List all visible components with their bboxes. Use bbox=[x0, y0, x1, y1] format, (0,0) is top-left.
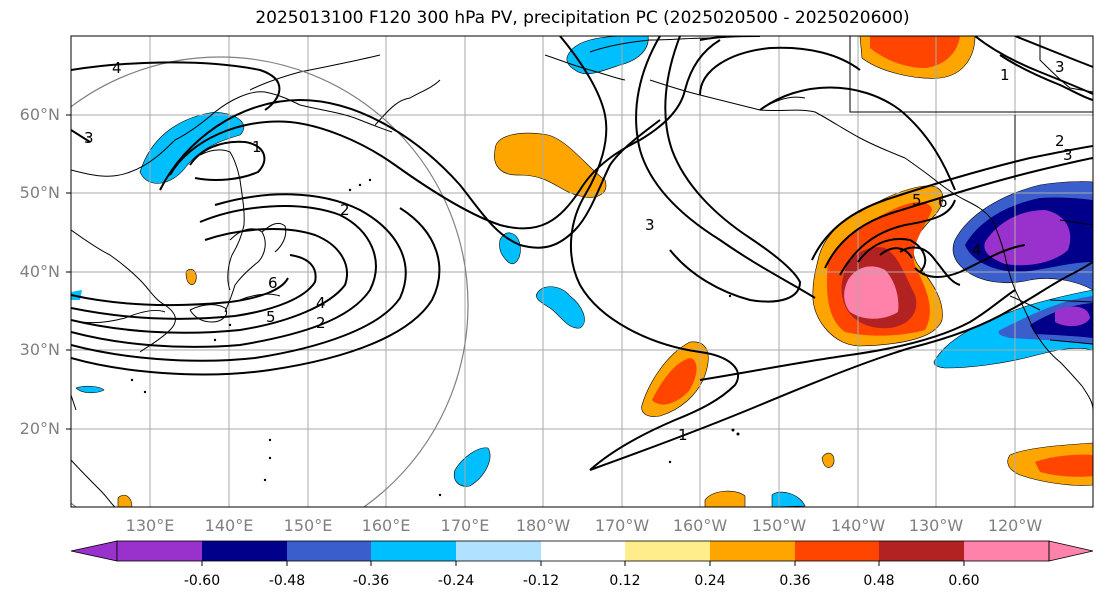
contour-label: 3 bbox=[1063, 146, 1073, 164]
colorbar-extend-high bbox=[1048, 540, 1094, 562]
colorbar-swatch bbox=[795, 541, 879, 561]
contour-label: 1 bbox=[1000, 66, 1010, 84]
contour-label: 5 bbox=[912, 191, 922, 209]
colorbar-swatch bbox=[964, 541, 1049, 561]
positive-anomaly-region bbox=[821, 452, 835, 468]
lat-label-60n: 60°N bbox=[19, 105, 60, 124]
contour-label: 4 bbox=[316, 294, 326, 312]
lon-label: 140°E bbox=[204, 516, 254, 535]
colorbar-swatch bbox=[202, 541, 287, 561]
colorbar-tick-label: 0.48 bbox=[863, 573, 895, 589]
colorbar-extend-low bbox=[70, 540, 118, 562]
colorbar-tick-label: -0.12 bbox=[522, 573, 560, 589]
lon-label: 170°E bbox=[440, 516, 490, 535]
colorbar-swatch bbox=[117, 541, 202, 561]
gridlines bbox=[71, 36, 1093, 507]
colorbar-tick-label: -0.60 bbox=[183, 573, 221, 589]
colorbar-swatch bbox=[371, 541, 456, 561]
contour-label: 3 bbox=[84, 129, 94, 147]
contour-label: 6 bbox=[268, 274, 278, 292]
contour-label: 4 bbox=[112, 59, 122, 77]
lon-label: 160°E bbox=[361, 516, 411, 535]
lon-label: 150°E bbox=[283, 516, 333, 535]
contour-label: 2 bbox=[340, 201, 350, 219]
lat-label-30n: 30°N bbox=[19, 340, 60, 359]
colorbar-tick-label: 0.12 bbox=[609, 573, 641, 589]
islands bbox=[130, 178, 740, 497]
lon-label: 180°W bbox=[515, 516, 571, 535]
contour-label: 6 bbox=[938, 193, 948, 211]
pv-contours bbox=[71, 36, 1093, 471]
contour-label: 3 bbox=[645, 216, 655, 234]
contour-label: 1 bbox=[678, 426, 688, 444]
colorbar-tick-label: 0.60 bbox=[948, 573, 980, 589]
lon-label: 170°W bbox=[594, 516, 650, 535]
colorbar-swatch bbox=[710, 541, 795, 561]
negative-anomaly-region bbox=[536, 286, 585, 329]
colorbar bbox=[70, 540, 1094, 566]
colorbar-swatch bbox=[287, 541, 371, 561]
lon-label: 150°W bbox=[751, 516, 807, 535]
negative-anomaly-region bbox=[771, 491, 806, 507]
colorbar-tick-label: 0.36 bbox=[779, 573, 811, 589]
positive-anomaly-region bbox=[704, 490, 746, 507]
contour-label: 5 bbox=[266, 308, 276, 326]
negative-anomaly-region bbox=[75, 385, 105, 394]
contour-label: 2 bbox=[1055, 132, 1065, 150]
contour-labels: 4 1 2 3 6 5 4 2 3 2 3 5 6 4 1 3 1 bbox=[84, 58, 1073, 444]
lon-label: 140°W bbox=[830, 516, 886, 535]
positive-anomaly-region bbox=[185, 268, 197, 285]
colorbar-swatch bbox=[541, 541, 625, 561]
lon-label: 120°W bbox=[987, 516, 1043, 535]
negative-anomaly-region bbox=[499, 232, 521, 265]
lon-label: 160°W bbox=[672, 516, 728, 535]
colorbar-swatch bbox=[625, 541, 710, 561]
axis-ticks bbox=[66, 114, 71, 430]
colorbar-tick-label: -0.36 bbox=[352, 573, 390, 589]
colorbar-swatch bbox=[456, 541, 541, 561]
shading-layer bbox=[71, 36, 1093, 507]
contour-label: 3 bbox=[1055, 58, 1065, 76]
colorbar-swatch bbox=[879, 541, 964, 561]
lon-label: 130°W bbox=[908, 516, 964, 535]
map-title: 2025013100 F120 300 hPa PV, precipitatio… bbox=[255, 8, 910, 28]
colorbar-tick-label: -0.24 bbox=[437, 573, 475, 589]
positive-anomaly-region bbox=[117, 495, 133, 507]
contour-label: 2 bbox=[316, 314, 326, 332]
colorbar-tick-label: -0.48 bbox=[268, 573, 306, 589]
negative-anomaly-region bbox=[566, 36, 649, 75]
radius-circle bbox=[71, 56, 469, 507]
colorbar-tick-label: 0.24 bbox=[694, 573, 726, 589]
contour-label: 4 bbox=[972, 241, 982, 259]
lat-label-40n: 40°N bbox=[19, 262, 60, 281]
negative-anomaly-region bbox=[453, 447, 491, 487]
positive-anomaly-region bbox=[494, 132, 607, 198]
lon-label: 130°E bbox=[125, 516, 175, 535]
contour-label: 1 bbox=[252, 138, 262, 156]
map-panel bbox=[71, 36, 1093, 507]
lat-label-20n: 20°N bbox=[19, 419, 60, 438]
lat-label-50n: 50°N bbox=[19, 183, 60, 202]
